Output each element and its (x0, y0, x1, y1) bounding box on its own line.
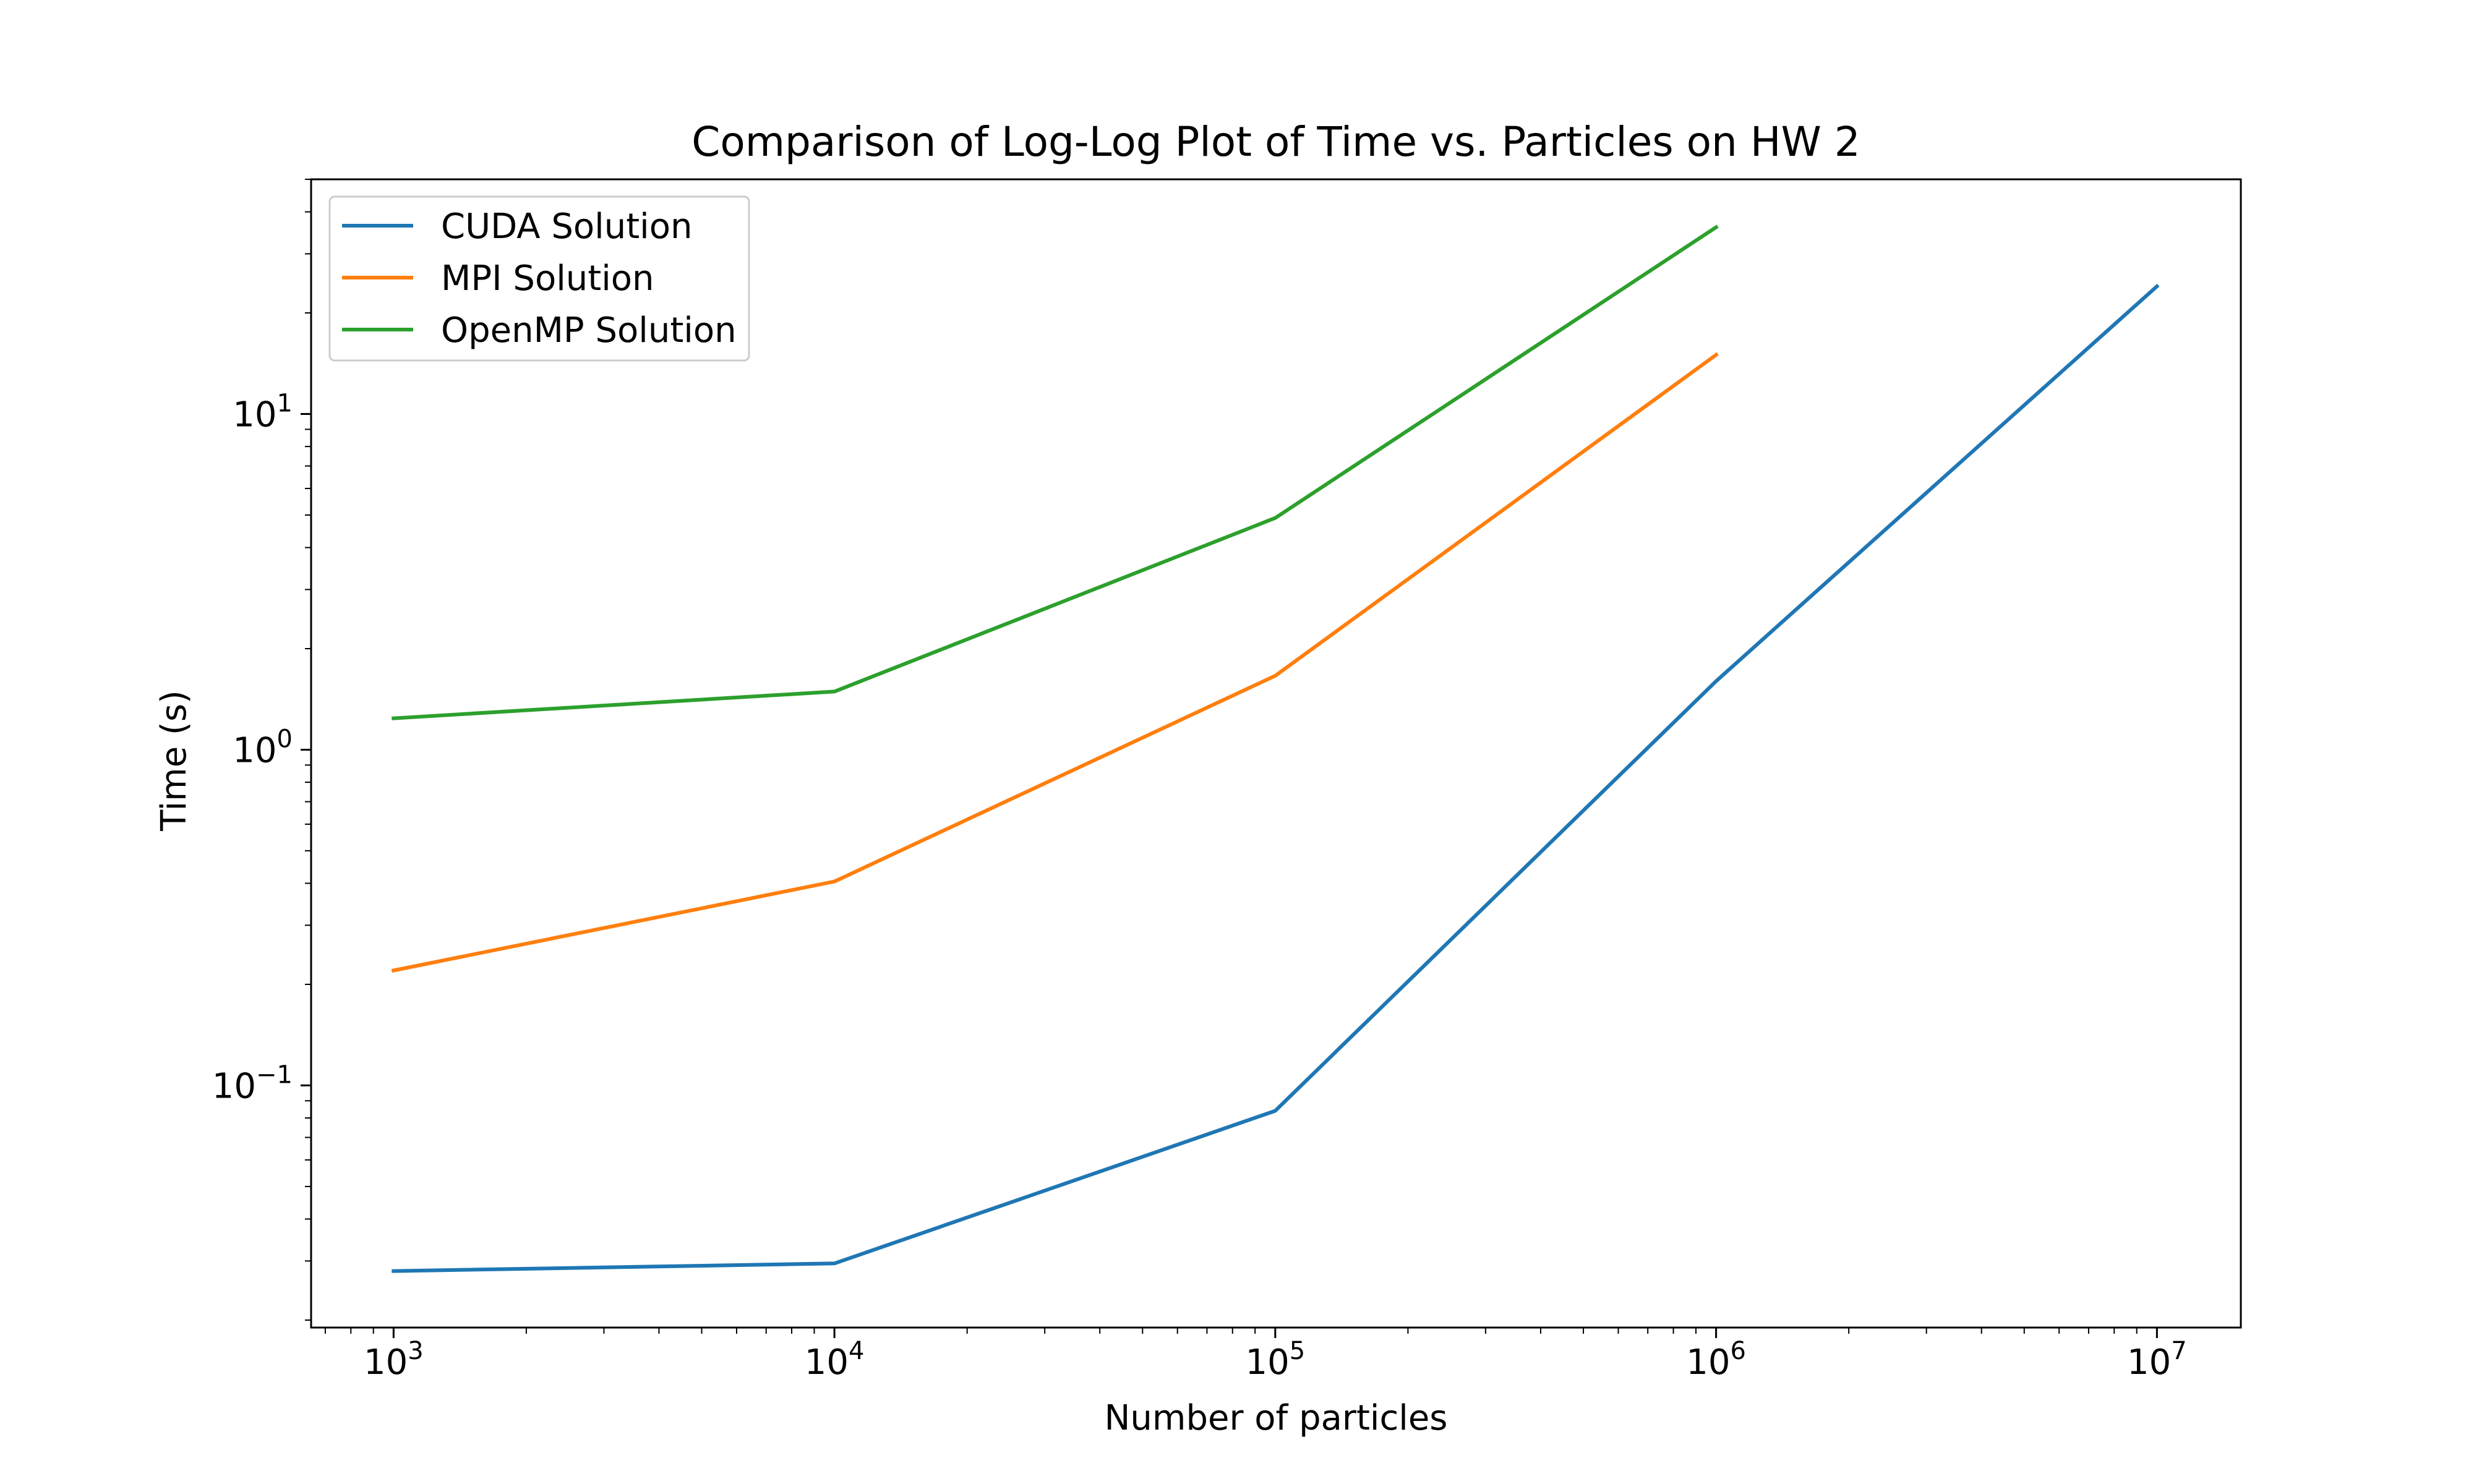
legend-box (328, 195, 750, 362)
x-tick-label: 103 (364, 1337, 424, 1383)
y-axis-label: Time (s) (154, 690, 194, 832)
chart-title: Comparison of Log-Log Plot of Time vs. P… (691, 118, 1860, 166)
x-tick-label: 107 (2127, 1337, 2187, 1383)
x-axis-label: Number of particles (1105, 1398, 1448, 1438)
series-line-1 (391, 352, 1719, 973)
legend: CUDA Solution MPI Solution OpenMP Solution (328, 195, 750, 362)
legend-label: MPI Solution (441, 258, 654, 299)
x-tick-label: 104 (805, 1337, 865, 1383)
y-tick-label: 100 (233, 725, 293, 770)
series-line-0 (392, 283, 2160, 1273)
legend-label: CUDA Solution (441, 207, 692, 247)
series-line-2 (392, 224, 1719, 720)
x-tick-label: 106 (1686, 1337, 1746, 1383)
x-tick-label: 105 (1245, 1337, 1305, 1383)
legend-label: OpenMP Solution (441, 310, 737, 351)
y-tick-label: 101 (233, 390, 293, 435)
plot-area: 103 104 105 106 107 10−1 100 101 (212, 178, 2242, 1383)
y-tick-label: 10−1 (212, 1060, 293, 1106)
